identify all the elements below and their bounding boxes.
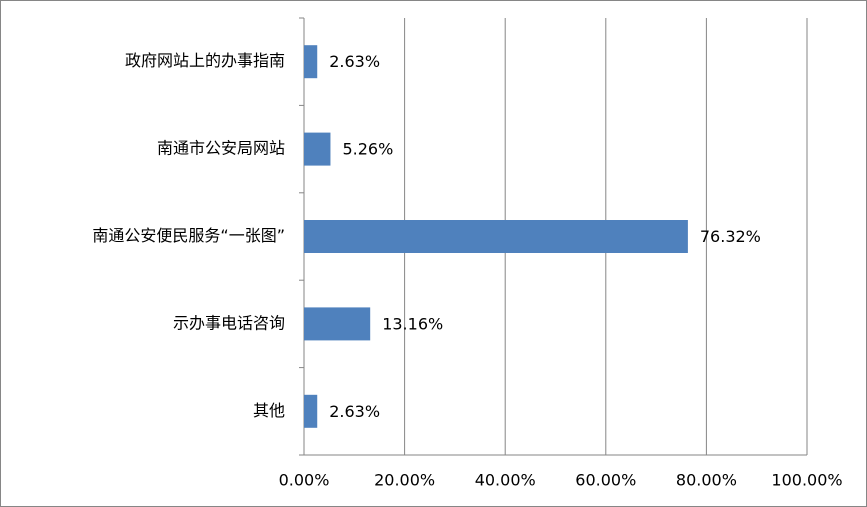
bar	[304, 307, 371, 341]
y-tick-label: 南通市公安局网站	[157, 139, 285, 158]
data-label: 2.63%	[329, 52, 380, 71]
y-tick-label: 南通公安便民服务“一张图”	[92, 226, 285, 245]
x-tick-label: 60.00%	[575, 471, 636, 490]
data-label: 5.26%	[342, 140, 393, 159]
y-tick-label: 其他	[253, 401, 285, 420]
x-tick-label: 0.00%	[279, 471, 330, 490]
bar	[304, 394, 318, 428]
bar	[304, 132, 331, 166]
x-tick-label: 20.00%	[374, 471, 435, 490]
data-label: 2.63%	[329, 402, 380, 421]
y-tick-label: 示办事电话咨询	[173, 313, 285, 332]
x-tick-label: 80.00%	[676, 471, 737, 490]
y-tick-label: 政府网站上的办事指南	[125, 51, 285, 70]
bar	[304, 220, 688, 253]
data-label: 13.16%	[382, 314, 443, 333]
bar	[304, 45, 318, 79]
x-tick-label: 100.00%	[771, 471, 842, 490]
data-label: 76.32%	[700, 227, 761, 246]
x-tick-label: 40.00%	[475, 471, 536, 490]
